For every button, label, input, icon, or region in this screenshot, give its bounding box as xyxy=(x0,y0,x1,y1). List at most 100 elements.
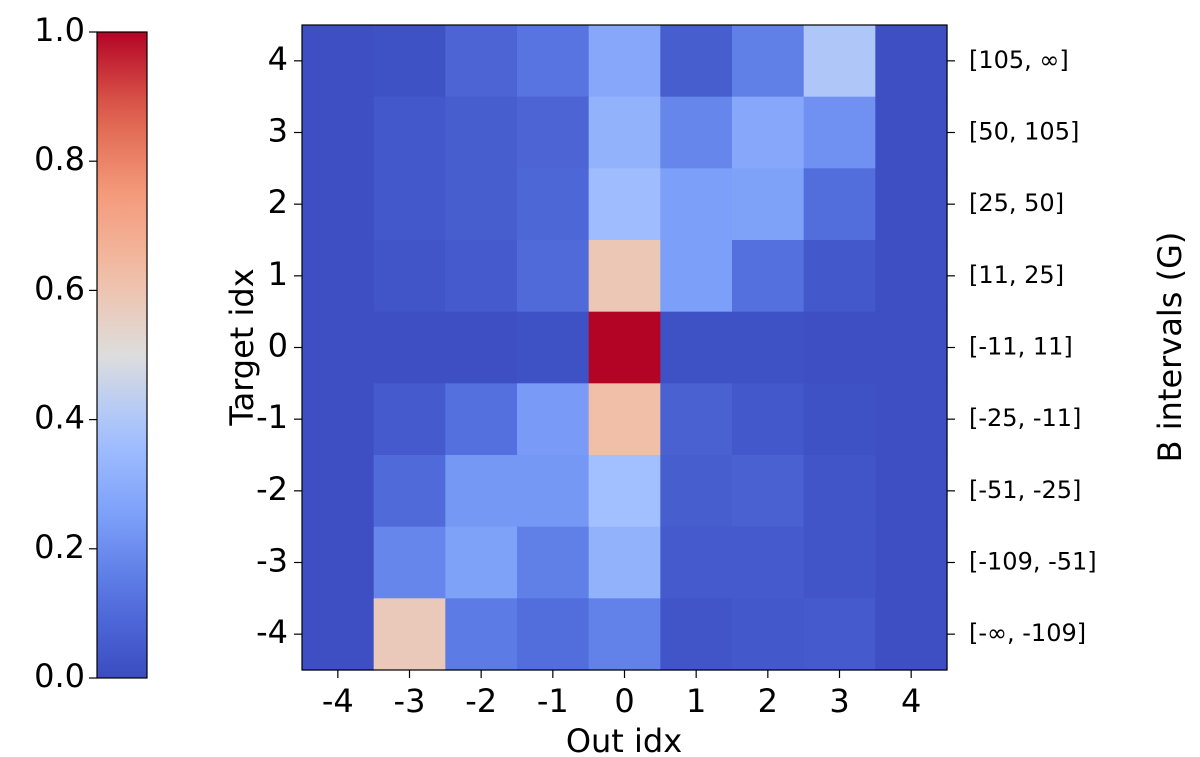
heatmap-cell xyxy=(373,598,446,671)
heatmap-cells xyxy=(302,25,948,671)
heatmap-cell xyxy=(732,311,805,384)
right-tick-label: [-25, -11] xyxy=(969,404,1081,432)
heatmap-cell xyxy=(588,168,661,241)
y-tick-label: 2 xyxy=(268,183,288,221)
heatmap-cell xyxy=(445,526,518,599)
y-tick-label: -2 xyxy=(256,470,288,508)
heatmap-cell xyxy=(875,168,948,241)
x-ticks: -4 -3 -2 -1 0 1 2 3 4 xyxy=(322,670,921,720)
colorbar-frame xyxy=(96,31,148,679)
heatmap-cell xyxy=(588,240,661,313)
heatmap-cell xyxy=(660,598,733,671)
heatmap-cell xyxy=(445,455,518,528)
heatmap-cell xyxy=(803,96,876,169)
heatmap-cell xyxy=(660,240,733,313)
heatmap-cell xyxy=(373,25,446,98)
heatmap-cell xyxy=(588,598,661,671)
heatmap-cell xyxy=(302,598,375,671)
colorbar-tick-label: 0.6 xyxy=(34,269,85,307)
heatmap-cell xyxy=(445,311,518,384)
heatmap-cell xyxy=(373,96,446,169)
colorbar-tick-label: 0.8 xyxy=(34,140,85,178)
heatmap-cell xyxy=(517,168,590,241)
heatmap-cell xyxy=(660,526,733,599)
heatmap-cell xyxy=(445,96,518,169)
heatmap-cell xyxy=(732,383,805,456)
colorbar-gradient xyxy=(97,32,147,678)
right-tick-label: [-51, -25] xyxy=(969,476,1081,504)
y-tick-label: 0 xyxy=(268,327,288,365)
heatmap-cell xyxy=(732,455,805,528)
colorbar-tick-label: 1.0 xyxy=(34,11,85,49)
heatmap-cell xyxy=(732,168,805,241)
heatmap-cell xyxy=(517,25,590,98)
heatmap-cell xyxy=(445,598,518,671)
x-tick-label: -4 xyxy=(322,682,354,720)
heatmap-cell xyxy=(803,383,876,456)
heatmap-cell xyxy=(302,383,375,456)
heatmap-cell xyxy=(588,96,661,169)
heatmap-cell xyxy=(803,25,876,98)
heatmap-cell xyxy=(373,526,446,599)
heatmap-cell xyxy=(517,240,590,313)
x-tick-label: 1 xyxy=(686,682,706,720)
y-tick-label: 4 xyxy=(268,40,288,78)
heatmap-cell xyxy=(660,168,733,241)
heatmap-cell xyxy=(588,25,661,98)
y-tick-label: 3 xyxy=(268,112,288,150)
x-tick-label: -2 xyxy=(465,682,497,720)
heatmap-cell xyxy=(373,383,446,456)
heatmap-cell xyxy=(588,383,661,456)
right-ticks: [105, ∞] [50, 105] [25, 50] [11, 25] [-11, 1… xyxy=(947,46,1097,647)
x-tick-label: 0 xyxy=(614,682,634,720)
y-ticks: 4 3 2 1 0 -1 -2 -3 -4 xyxy=(256,40,302,651)
x-tick-label: 3 xyxy=(829,682,849,720)
right-axis-title: B intervals (G) xyxy=(1151,232,1189,463)
heatmap-cell xyxy=(373,168,446,241)
heatmap-cell xyxy=(373,240,446,313)
heatmap-cell xyxy=(445,240,518,313)
heatmap-cell xyxy=(373,455,446,528)
y-axis-title: Target idx xyxy=(223,268,261,426)
right-tick-label: [105, ∞] xyxy=(969,46,1069,74)
heatmap-cell xyxy=(302,25,375,98)
colorbar-tick-label: 0.4 xyxy=(34,399,85,437)
heatmap-cell xyxy=(445,383,518,456)
heatmap-cell xyxy=(875,240,948,313)
right-tick-label: [-109, -51] xyxy=(969,548,1097,576)
right-tick-label: [11, 25] xyxy=(969,261,1064,289)
heatmap-cell xyxy=(302,526,375,599)
y-tick-label: -4 xyxy=(256,613,288,651)
heatmap-cell xyxy=(803,455,876,528)
heatmap-cell xyxy=(373,311,446,384)
heatmap-cell xyxy=(803,598,876,671)
y-tick-label: 1 xyxy=(268,255,288,293)
heatmap-cell xyxy=(875,598,948,671)
heatmap-cell xyxy=(517,383,590,456)
right-tick-label: [50, 105] xyxy=(969,118,1079,146)
heatmap-cell xyxy=(588,311,661,384)
heatmap-cell xyxy=(660,311,733,384)
heatmap-cell xyxy=(732,526,805,599)
heatmap-cell xyxy=(875,383,948,456)
heatmap-cell xyxy=(875,96,948,169)
heatmap-cell xyxy=(732,598,805,671)
colorbar-ticks: 0.0 0.2 0.4 0.6 0.8 1.0 xyxy=(34,11,97,695)
heatmap-cell xyxy=(875,455,948,528)
heatmap-cell xyxy=(660,383,733,456)
heatmap-cell xyxy=(302,311,375,384)
heatmap-cell xyxy=(660,455,733,528)
colorbar: 0.0 0.2 0.4 0.6 0.8 1.0 xyxy=(34,11,148,695)
heatmap-cell xyxy=(732,96,805,169)
heatmap-cell xyxy=(302,96,375,169)
heatmap-cell xyxy=(517,311,590,384)
y-tick-label: -1 xyxy=(256,398,288,436)
colorbar-tick-label: 0.0 xyxy=(34,657,85,695)
heatmap-cell xyxy=(517,598,590,671)
heatmap-cell xyxy=(517,455,590,528)
x-axis-title: Out idx xyxy=(566,722,682,757)
heatmap-cell xyxy=(875,311,948,384)
heatmap-cell xyxy=(445,25,518,98)
x-tick-label: -1 xyxy=(537,682,569,720)
